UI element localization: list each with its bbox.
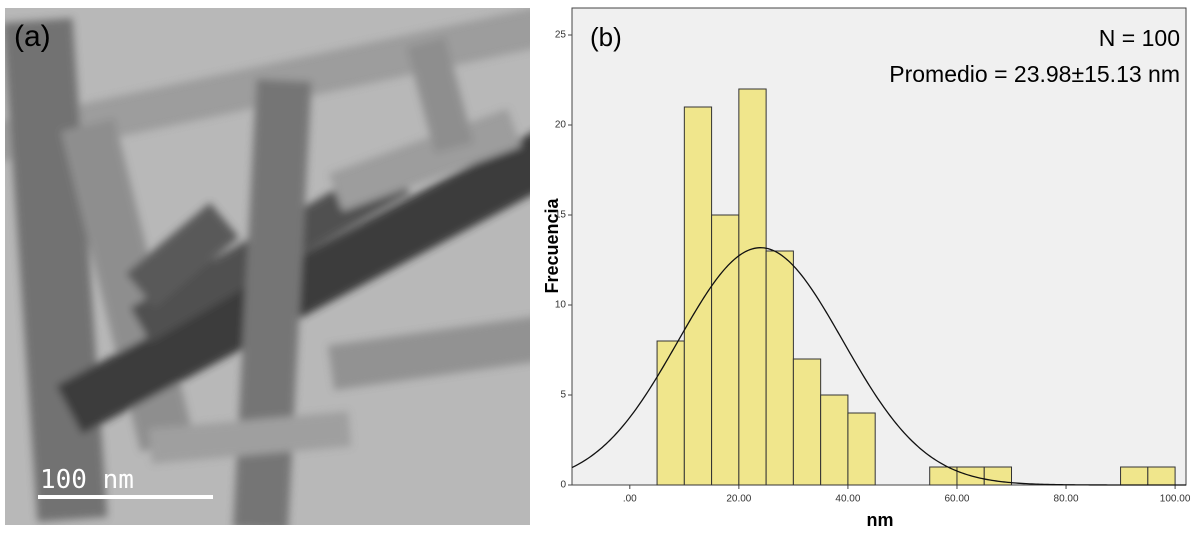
bar [683, 106, 713, 486]
x-tick-label: .00 [623, 494, 637, 505]
normal-curve [571, 247, 1186, 486]
scale-bar-label: 100 nm [40, 465, 134, 495]
bar [656, 340, 685, 486]
x-tick-label: 80.00 [1054, 494, 1079, 505]
y-tick-label: 5 [560, 390, 566, 401]
y-axis-label: Frecuencia [542, 197, 562, 293]
bar [765, 250, 794, 486]
x-tick-label: 20.00 [726, 494, 751, 505]
panel-label: (b) [590, 22, 622, 52]
bar [792, 358, 822, 486]
bar [1120, 466, 1149, 486]
panel-label: (a) [14, 20, 51, 53]
y-tick-label: 25 [555, 30, 567, 41]
y-tick-label: 15 [555, 210, 567, 221]
tem-image [5, 8, 530, 525]
y-tick-label: 10 [555, 300, 567, 311]
y-tick-label: 20 [555, 120, 567, 131]
bar [847, 412, 876, 486]
bar [711, 214, 740, 486]
bar [820, 394, 849, 486]
bar [1147, 466, 1176, 486]
annotation: N = 100 [1099, 25, 1180, 51]
x-tick-label: 60.00 [944, 494, 969, 505]
y-tick-label: 0 [560, 480, 566, 491]
annotation: Promedio = 23.98±15.13 nm [889, 61, 1180, 87]
bar [738, 88, 767, 486]
x-tick-label: 40.00 [835, 494, 860, 505]
x-tick-label: 100.00 [1160, 494, 1191, 505]
x-axis-label: nm [867, 510, 894, 530]
